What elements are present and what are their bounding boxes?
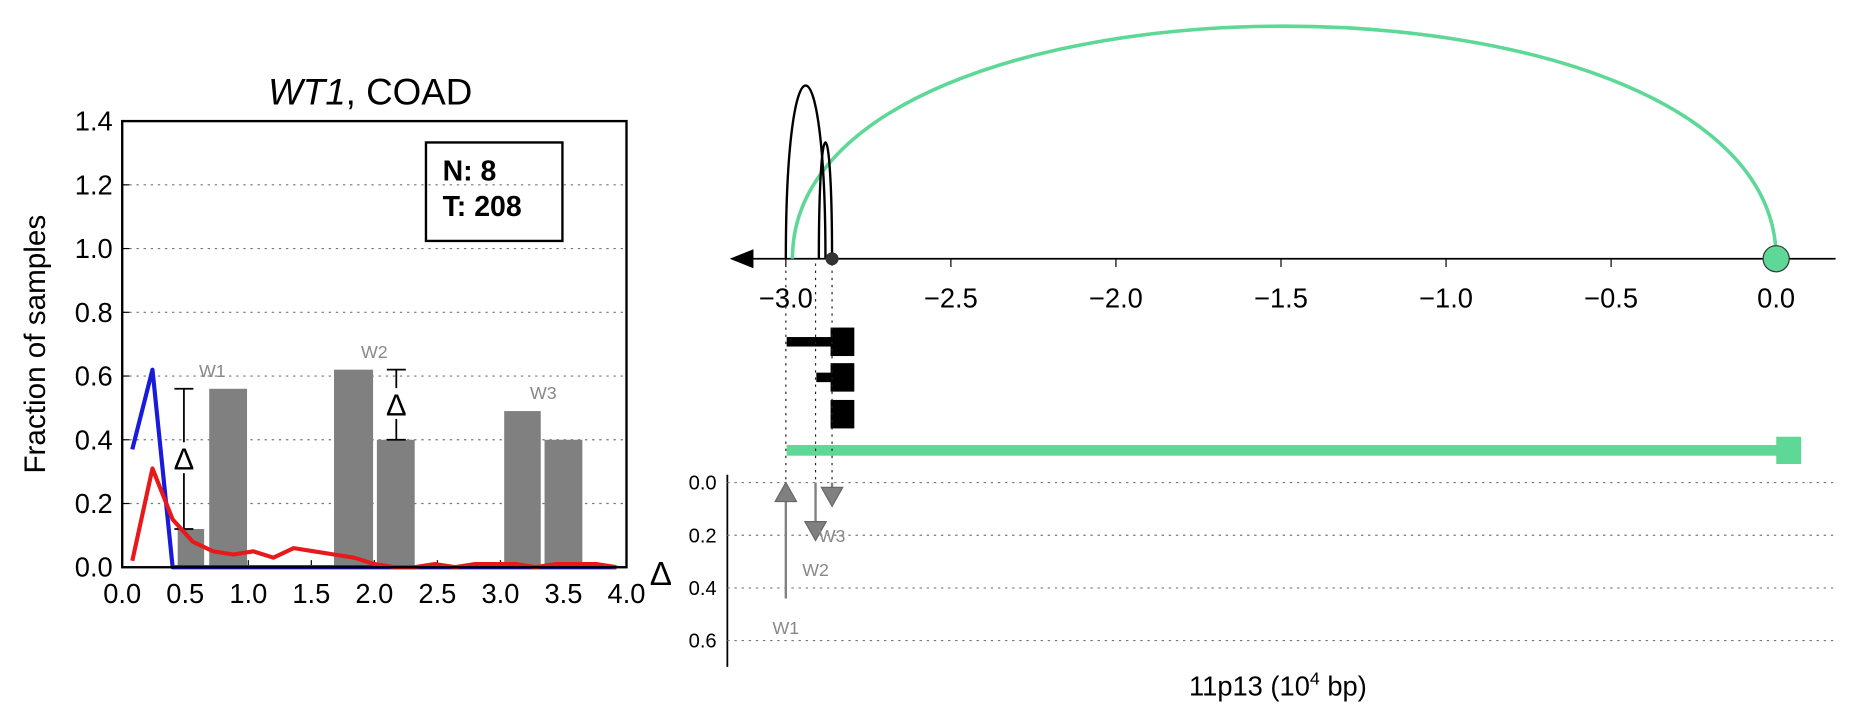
intron <box>786 337 835 347</box>
delta-bg <box>170 442 197 474</box>
legend-text: N: 8 <box>443 155 497 187</box>
y-axis-label: Fraction of samples <box>19 215 52 474</box>
delta-bg <box>383 388 410 419</box>
anchor-point <box>825 252 839 266</box>
y-tick-label: 0.6 <box>75 361 113 392</box>
arrow-label: W1 <box>773 618 800 638</box>
x-tick-label: −1.0 <box>1419 282 1473 313</box>
x-tick-label: 0.0 <box>103 578 141 609</box>
x-tick-label: 1.0 <box>229 578 267 609</box>
y-tick-label: 0.2 <box>75 488 113 519</box>
delta-arrow-head <box>803 520 828 542</box>
x-tick-label: −1.5 <box>1254 282 1308 313</box>
x-tick-label: 3.5 <box>544 578 582 609</box>
group-label: W1 <box>199 361 226 381</box>
x-tick-label: 0.0 <box>1757 282 1795 313</box>
exon <box>830 363 855 392</box>
y-tick-label: 1.2 <box>75 169 113 200</box>
chart-title: WT1, COAD <box>268 71 472 112</box>
exon <box>830 399 855 429</box>
bar <box>209 388 248 568</box>
legend-box <box>424 141 564 243</box>
y-tick-label: 0.6 <box>689 631 717 653</box>
transcript-bar <box>786 445 1786 456</box>
plot-frame <box>121 119 628 569</box>
delta-arrow-head <box>820 486 844 508</box>
xlabel-sup: 4 <box>1310 669 1320 689</box>
y-tick-label: 0.4 <box>75 424 113 455</box>
x-tick-label: 1.5 <box>292 578 330 609</box>
title-gene: WT1 <box>268 71 346 112</box>
x-tick-label: −0.5 <box>1584 282 1638 313</box>
y-tick-label: 0.8 <box>75 297 113 328</box>
bar <box>544 439 583 568</box>
bar <box>334 369 374 568</box>
group-label: W3 <box>530 383 557 403</box>
y-tick-label: 1.4 <box>75 106 113 137</box>
arc <box>817 141 834 259</box>
anchor-point <box>1762 245 1790 273</box>
x-tick-label: 2.5 <box>418 578 456 609</box>
arc <box>784 84 827 259</box>
delta-symbol: Δ <box>386 387 407 422</box>
gene-structure <box>786 327 855 429</box>
y-tick-label: 0.0 <box>75 552 113 583</box>
bar <box>376 439 415 568</box>
delta-symbol: Δ <box>174 442 195 477</box>
y-tick-label: 0.2 <box>689 525 717 547</box>
arrow-label: W3 <box>819 526 846 546</box>
x-axis-label: 11p13 (104 bp) <box>1189 669 1367 702</box>
transcript-end <box>1776 436 1802 465</box>
x-tick-label: 3.0 <box>481 578 519 609</box>
y-tick-label: 0.0 <box>689 473 717 495</box>
arc <box>790 24 1778 259</box>
legend-text: T: 208 <box>443 191 522 223</box>
y-tick-label: 0.4 <box>689 578 717 600</box>
axis-arrow <box>729 249 754 269</box>
xlabel-rest: bp) <box>1320 670 1367 701</box>
x-tick-label: −2.0 <box>1089 282 1143 313</box>
xlabel-main: 11p13 (10 <box>1189 670 1310 701</box>
x-tick-label: −2.5 <box>924 282 978 313</box>
y-tick-label: 1.0 <box>75 233 113 264</box>
arrow-label: W2 <box>802 560 829 580</box>
x-tick-label: 0.5 <box>166 578 204 609</box>
bar <box>504 411 541 568</box>
x-tick-label: 4.0 <box>608 578 646 609</box>
x-tick-label: 2.0 <box>355 578 393 609</box>
title-rest: , COAD <box>346 71 473 112</box>
bar <box>177 528 205 568</box>
exon <box>830 327 855 357</box>
group-label: W2 <box>361 342 388 362</box>
intron <box>816 372 835 383</box>
y-axis-label: Δ <box>650 556 672 593</box>
delta-arrow-head <box>774 481 798 503</box>
